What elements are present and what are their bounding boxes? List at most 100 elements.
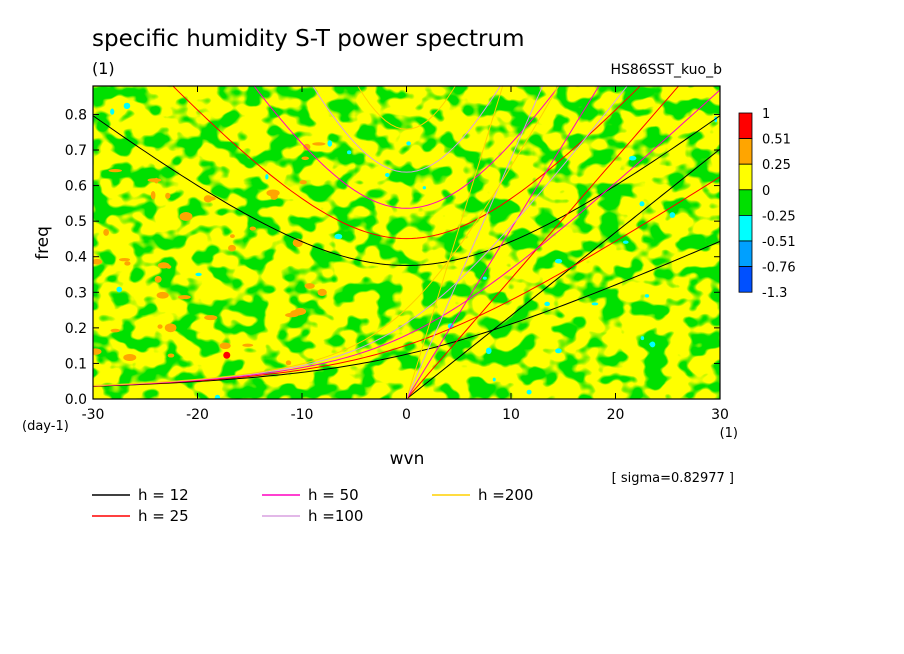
y-axis: 0.0 0.1 0.2 0.3 0.4 0.5 0.6 0.7 0.8 (65, 107, 720, 408)
plot-area (93, 86, 720, 399)
cyan-patch (669, 212, 676, 218)
cyan-patch (406, 141, 411, 146)
orange-patch (303, 143, 311, 151)
x-tick-label: 20 (607, 407, 625, 423)
colorbar-cell (738, 189, 753, 216)
legend-label: h = 50 (308, 486, 359, 504)
cyan-patch (334, 233, 343, 240)
y-tick-label: 0.5 (65, 214, 87, 230)
orange-patch (179, 212, 193, 221)
legend: h = 12 h = 25 h = 50 h =100 h =200 (92, 486, 533, 525)
orange-patch (230, 234, 235, 239)
orange-patch (285, 360, 292, 366)
orange-patch (93, 258, 103, 265)
ig1-curve (357, 86, 456, 130)
orange-patch (166, 265, 172, 269)
kelvin-curve (406, 86, 680, 399)
legend-label: h = 25 (138, 507, 189, 525)
red-patch (223, 351, 231, 359)
cyan-patch (422, 186, 427, 190)
cyan-patch (649, 341, 656, 348)
colorbar-level-label: -0.76 (762, 261, 796, 276)
orange-patch (154, 177, 159, 184)
orange-patch (154, 275, 162, 283)
orange-patch (204, 315, 218, 321)
orange-patch (299, 180, 307, 185)
orange-patch (156, 291, 169, 299)
colorbar-level-label: 0 (762, 184, 770, 199)
y-tick-label: 0.1 (65, 356, 87, 372)
y-axis-label: freq (33, 226, 53, 260)
colorbar-cell (738, 138, 753, 165)
x-tick-label: -20 (186, 407, 209, 423)
cyan-patch (485, 347, 492, 355)
field-patches (93, 102, 718, 399)
x-tick-label: 0 (402, 407, 411, 423)
cyan-patch (214, 394, 221, 399)
orange-patch (301, 156, 310, 161)
mrg-curve (93, 176, 720, 387)
colorbar-level-label: 0.25 (762, 158, 791, 173)
y-tick-label: 0.4 (65, 250, 87, 266)
ig1-curve (172, 86, 641, 240)
legend-label: h =200 (478, 486, 533, 504)
cyan-patch (482, 276, 487, 280)
orange-patch (167, 353, 175, 358)
y-tick-label: 0.2 (65, 321, 87, 337)
legend-label: h = 12 (138, 486, 189, 504)
y-tick-label: 0.0 (65, 392, 87, 408)
orange-patch (118, 258, 131, 262)
sigma-note: [ sigma=0.82977 ] (612, 471, 734, 486)
cyan-patch (628, 155, 637, 161)
orange-patch (304, 283, 315, 289)
orange-patch (123, 354, 137, 362)
ig1-curve (93, 115, 720, 266)
orange-patch (228, 244, 236, 252)
cyan-patch (110, 108, 115, 115)
kelvin-curve (406, 148, 720, 399)
mrg-curve (93, 86, 560, 387)
x-tick-label: -10 (291, 407, 314, 423)
orange-patch (110, 328, 121, 333)
chart-subtitle-left: (1) (92, 59, 115, 78)
orange-patch (249, 226, 257, 231)
x-tick-label: 30 (711, 407, 729, 423)
y-axis-unit: (day-1) (22, 419, 69, 434)
chart-subtitle-right: HS86SST_kuo_b (610, 62, 722, 78)
orange-patch (93, 348, 102, 355)
cyan-patch (544, 301, 550, 307)
cyan-patch (639, 201, 645, 207)
orange-patch (203, 195, 213, 203)
cyan-patch (644, 294, 650, 298)
colorbar-cell (738, 163, 753, 191)
cyan-patch (327, 140, 333, 147)
cyan-patch (591, 302, 599, 306)
cyan-patch (347, 150, 352, 155)
orange-patch (312, 142, 326, 146)
y-tick-label: 0.7 (65, 143, 87, 159)
colorbar: 1 0.51 0.25 0 -0.25 -0.51 -0.76 -1.3 (738, 107, 796, 301)
kelvin-curve (406, 86, 504, 399)
x-tick-label: -30 (82, 407, 105, 423)
cyan-patch (265, 174, 269, 180)
orange-patch (157, 324, 163, 329)
orange-patch (242, 343, 254, 347)
field-green-contours (93, 86, 720, 399)
orange-patch (108, 169, 122, 173)
x-axis-label: wvn (390, 449, 425, 469)
colorbar-level-label: 1 (762, 107, 770, 122)
cyan-patch (640, 336, 645, 341)
colorbar-cell (738, 266, 753, 293)
cyan-patch (123, 102, 131, 110)
ig1-curve (253, 86, 560, 209)
colorbar-cell (738, 240, 753, 268)
orange-patch (219, 342, 231, 350)
y-tick-label: 0.8 (65, 107, 87, 123)
dispersion-curves (93, 86, 720, 399)
orange-patch (165, 192, 171, 199)
cyan-patch (622, 240, 629, 244)
cyan-patch (195, 272, 202, 277)
x-axis-unit: (1) (720, 426, 738, 441)
cyan-patch (555, 348, 562, 354)
